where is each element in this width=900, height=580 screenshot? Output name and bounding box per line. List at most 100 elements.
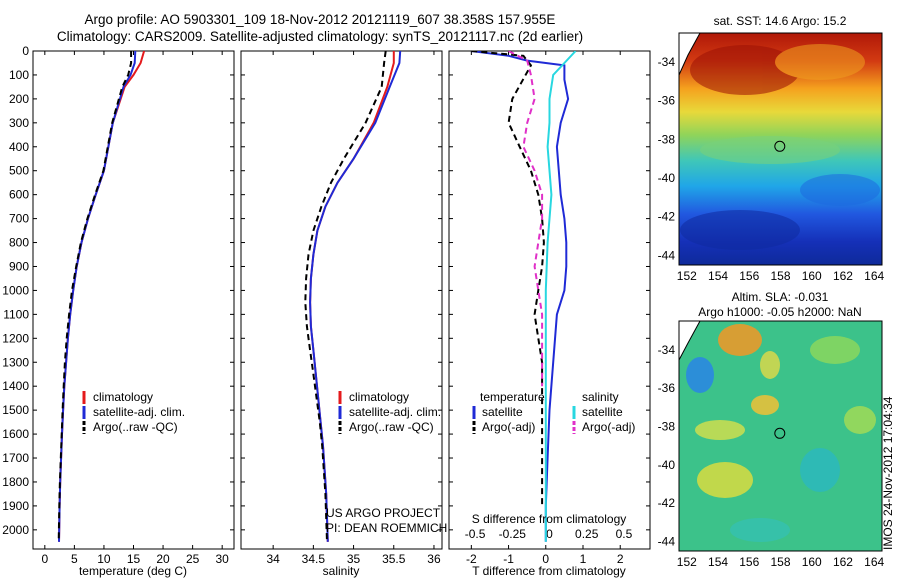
sst-cool-patch — [800, 174, 880, 206]
legend-label-sal-argo: Argo(-adj) — [582, 420, 635, 434]
legend-header-temperature: temperature — [480, 390, 545, 404]
timestamp: IMOS 24-Nov-2012 17:04:34 — [881, 396, 895, 550]
sla-map-frame — [678, 320, 883, 552]
y-tick-label: 1300 — [2, 355, 29, 369]
sla-high-patch-3 — [751, 395, 779, 415]
coastline-2 — [678, 320, 701, 361]
sla-map — [678, 320, 883, 552]
legend-header-salinity: salinity — [582, 390, 619, 404]
x-tick-label: 35.5 — [382, 552, 406, 566]
difference-xlabel: T difference from climatology — [472, 564, 626, 578]
s-diff-tick-label: 0 — [546, 527, 553, 541]
series-layer — [57, 51, 577, 542]
axis-ticks-layer: 0 5 10 15 20 25 300100200300400500600700800900… — [2, 44, 884, 569]
x-tick-label: 20 — [156, 552, 170, 566]
x-tick-label: 25 — [186, 552, 200, 566]
y-tick-label: 1700 — [2, 451, 29, 465]
legend-label-climatology-s: climatology — [349, 390, 409, 404]
legend-label-climatology: climatology — [93, 390, 153, 404]
project-name: US ARGO PROJECT — [326, 506, 441, 520]
series-argo-raw-qc- — [57, 51, 133, 542]
map-x-tick-label: 154 — [708, 555, 728, 569]
difference-legend: temperature salinity satellite Argo(-adj… — [472, 390, 635, 434]
y-tick-label: 0 — [22, 44, 29, 58]
series-satellite-adj-clim- — [309, 51, 402, 542]
map-x-tick-label: 152 — [677, 555, 697, 569]
series-salinity-argo-adj- — [508, 51, 544, 387]
map-y-tick-label: -40 — [658, 171, 676, 185]
sla-mid-patch-2 — [844, 406, 876, 434]
s-diff-tick-label: 0.25 — [575, 527, 599, 541]
sst-map — [678, 32, 883, 266]
y-tick-label: 500 — [9, 164, 29, 178]
sla-map-title-2: Argo h1000: -0.05 h2000: NaN — [698, 305, 861, 319]
salinity-legend: climatology satellite-adj. clim. Argo(..… — [338, 390, 441, 434]
x-tick-label: 30 — [215, 552, 229, 566]
x-tick-label: 0 — [41, 552, 48, 566]
argo-position-marker-2 — [774, 427, 786, 439]
y-tick-label: 1800 — [2, 475, 29, 489]
y-tick-label: 600 — [9, 188, 29, 202]
y-tick-label: 200 — [9, 92, 29, 106]
x-tick-label: 35 — [347, 552, 361, 566]
map-x-tick-label: 158 — [770, 269, 790, 283]
map-x-tick-label: 156 — [739, 269, 759, 283]
legend-label-sal-satellite: satellite — [582, 405, 623, 419]
series-temperature-satellite — [471, 51, 570, 542]
series-temperature-argo-adj- — [471, 51, 545, 506]
difference-xlabel-top: S difference from climatology — [472, 512, 627, 526]
sst-map-frame — [678, 32, 883, 266]
map-y-tick-label: -42 — [658, 496, 676, 510]
x-tick-label: 36 — [427, 552, 441, 566]
map-y-tick-label: -42 — [658, 210, 676, 224]
coastline — [678, 32, 701, 76]
map-x-tick-label: 164 — [864, 555, 884, 569]
legend-label-temp-argo: Argo(-adj) — [482, 420, 535, 434]
map-x-tick-label: 158 — [770, 555, 790, 569]
s-diff-tick-label: -0.25 — [499, 527, 527, 541]
sla-low-patch-3 — [730, 518, 790, 542]
map-y-tick-label: -34 — [658, 55, 676, 69]
x-tick-label: 1 — [580, 552, 587, 566]
legend-label-satellite: satellite-adj. clim. — [93, 405, 185, 419]
argo-position-marker — [774, 140, 786, 152]
map-y-tick-label: -38 — [658, 419, 676, 433]
series-salinity-satellite — [544, 51, 577, 542]
y-tick-label: 700 — [9, 212, 29, 226]
temperature-xlabel: temperature (deg C) — [79, 564, 187, 578]
title-line-1: Argo profile: AO 5903301_109 18-Nov-2012… — [84, 12, 556, 27]
sla-high-patch-5 — [697, 462, 753, 498]
x-tick-label: -2 — [466, 552, 477, 566]
y-tick-label: 1100 — [3, 307, 29, 321]
map-x-tick-label: 160 — [802, 269, 822, 283]
x-tick-label: -1 — [503, 552, 514, 566]
map-x-tick-label: 160 — [802, 555, 822, 569]
y-tick-label: 900 — [9, 259, 29, 273]
sst-map-title: sat. SST: 14.6 Argo: 15.2 — [714, 14, 847, 28]
y-tick-label: 400 — [9, 140, 29, 154]
legend-label-temp-satellite: satellite — [482, 405, 523, 419]
y-tick-label: 1500 — [2, 403, 29, 417]
x-tick-label: 15 — [127, 552, 141, 566]
map-x-tick-label: 162 — [833, 269, 853, 283]
x-tick-label: 5 — [71, 552, 78, 566]
map-y-tick-label: -36 — [658, 94, 676, 108]
temperature-legend: climatology satellite-adj. clim. Argo(..… — [82, 390, 185, 434]
sla-high-patch — [718, 324, 762, 356]
map-x-tick-label: 162 — [833, 555, 853, 569]
x-tick-label: 10 — [97, 552, 111, 566]
sla-low-patch — [686, 357, 714, 393]
title-line-2: Climatology: CARS2009. Satellite-adjuste… — [56, 29, 584, 44]
legend-label-argo-s: Argo(..raw -QC) — [349, 420, 434, 434]
map-y-tick-label: -44 — [658, 248, 676, 262]
map-y-tick-label: -44 — [658, 534, 676, 548]
y-tick-label: 800 — [9, 236, 29, 250]
temperature-axes-frame — [32, 50, 235, 550]
x-tick-label: 34.5 — [302, 552, 326, 566]
map-x-tick-label: 152 — [677, 269, 697, 283]
x-tick-label: 34 — [266, 552, 280, 566]
s-diff-tick-label: 0.5 — [616, 527, 633, 541]
project-pi: PI: DEAN ROEMMICH — [326, 521, 447, 535]
series-satellite-adj-clim- — [58, 51, 137, 542]
